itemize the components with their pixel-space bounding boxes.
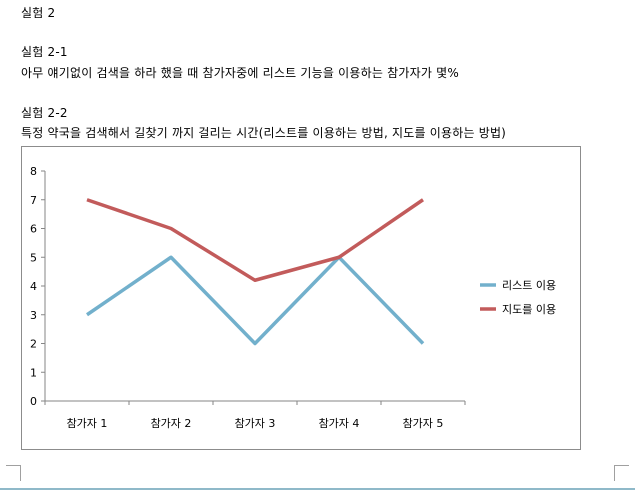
legend-label: 지도를 이용 xyxy=(502,303,556,316)
line-chart: 0 1 2 3 4 5 6 7 8 참가자 1 참가자 2 참가자 3 참가자 4 참가자 5 리스트 이용… xyxy=(30,165,556,430)
legend-label: 리스트 이용 xyxy=(502,279,556,292)
y-tick-label: 6 xyxy=(30,223,37,236)
text-experiment-2-2: 특정 약국을 검색해서 길찾기 까지 걸리는 시간(리스트를 이용하는 방법, … xyxy=(21,126,507,140)
x-tick-label: 참가자 1 xyxy=(67,417,108,430)
y-tick-label: 0 xyxy=(30,395,37,408)
x-tick-label: 참가자 4 xyxy=(319,417,360,430)
heading-experiment-2: 실험 2 xyxy=(21,6,56,20)
text-experiment-2-1: 아무 얘기없이 검색을 하라 했을 때 참가자중에 리스트 기능을 이용하는 참… xyxy=(21,66,459,80)
series-line xyxy=(86,198,424,282)
y-tick-label: 4 xyxy=(30,280,37,293)
page-boundary xyxy=(0,488,635,490)
crop-mark-right xyxy=(614,465,629,481)
y-tick-label: 7 xyxy=(30,194,37,207)
series-line xyxy=(86,255,425,346)
x-tick-label: 참가자 5 xyxy=(403,417,444,430)
y-tick-label: 2 xyxy=(30,338,37,351)
crop-mark-left xyxy=(6,465,21,481)
x-tick-label: 참가자 2 xyxy=(151,417,192,430)
heading-experiment-2-2: 실험 2-2 xyxy=(21,106,68,120)
y-tick-label: 8 xyxy=(30,165,37,178)
y-tick-label: 1 xyxy=(30,366,37,379)
heading-experiment-2-1: 실험 2-1 xyxy=(21,45,68,59)
y-tick-label: 3 xyxy=(30,309,37,322)
x-tick-label: 참가자 3 xyxy=(235,417,276,430)
y-tick-label: 5 xyxy=(30,251,37,264)
chart-frame: 0 1 2 3 4 5 6 7 8 참가자 1 참가자 2 참가자 3 참가자 4 참가자 5 리스트 이용… xyxy=(21,146,581,450)
